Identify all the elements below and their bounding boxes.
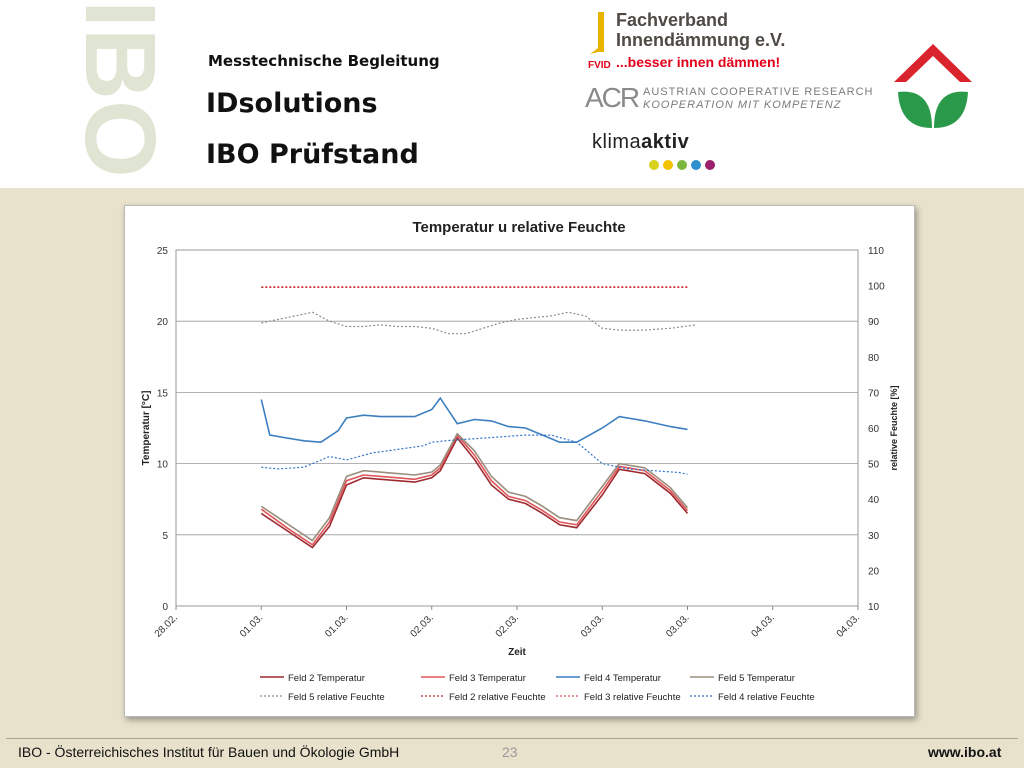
slide-header: IBO Messtechnische Begleitung IDsolution…	[0, 0, 1024, 188]
x-tick-label: 02.03.	[408, 612, 435, 639]
x-axis-label: Zeit	[508, 647, 526, 658]
y-tick-label: 10	[157, 460, 169, 471]
legend-entry-label: Feld 2 relative Feuchte	[449, 692, 546, 703]
legend-entry-label: Feld 4 relative Feuchte	[718, 692, 815, 703]
y2-tick-label: 40	[868, 495, 880, 506]
footer-divider	[6, 738, 1018, 739]
x-tick-label: 02.03.	[494, 612, 521, 639]
chart-panel: Temperatur u relative Feuchte 0 5 10 15 20 25…	[124, 205, 915, 717]
acr-line1: AUSTRIAN COOPERATIVE RESEARCH	[643, 86, 874, 98]
temperature-humidity-chart: Temperatur u relative Feuchte 0 5 10 15 20 25…	[141, 219, 899, 703]
footer-organization: IBO - Österreichisches Institut für Baue…	[18, 744, 400, 760]
y2-tick-label: 90	[868, 317, 880, 328]
acr-line2: KOOPERATION MIT KOMPETENZ	[643, 99, 842, 111]
x-tick-label: 01.03.	[238, 612, 265, 639]
series-line-feld-4-temperatur	[260, 396, 688, 444]
x-tick-label: 03.03.	[664, 612, 691, 639]
footer-url: www.ibo.at	[928, 744, 1002, 760]
legend-entry-label: Feld 3 Temperatur	[449, 673, 526, 684]
y2-tick-label: 30	[868, 531, 880, 542]
acr-logo: ACR AUSTRIAN COOPERATIVE RESEARCH KOOPER…	[585, 82, 873, 114]
x-tick-label: 04.03.	[749, 612, 776, 639]
y-tick-label: 25	[157, 246, 169, 257]
legend-entry-label: Feld 5 Temperatur	[718, 673, 795, 684]
y-tick-label: 0	[162, 602, 168, 613]
x-tick-label: 01.03.	[323, 612, 350, 639]
x-tick-label: 03.03.	[579, 612, 606, 639]
y2-tick-label: 20	[868, 566, 880, 577]
y-tick-label: 20	[157, 317, 169, 328]
klima-dots-icon	[649, 160, 715, 170]
y2-tick-label: 60	[868, 424, 880, 435]
fvid-line1: Fachverband	[616, 10, 729, 30]
series-line-feld-5-temperatur	[260, 432, 689, 542]
y-tick-label: 15	[157, 388, 169, 399]
y2-tick-label: 10	[868, 602, 880, 613]
ibo-watermark: IBO	[64, 0, 160, 188]
x-tick-label: 04.03.	[835, 612, 862, 639]
fvid-mark-text: FVID	[588, 60, 611, 71]
legend-entry-label: Feld 3 relative Feuchte	[584, 692, 681, 703]
fvid-line2: Innendämmung e.V.	[616, 30, 786, 50]
series-line-feld-4-relative-feuchte	[261, 434, 688, 475]
house-leaf-icon	[894, 44, 972, 128]
x-tick-label: 28.02.	[153, 612, 180, 639]
legend-entry-label: Feld 2 Temperatur	[288, 673, 365, 684]
fvid-logo: FVID Fachverband Innendämmung e.V. ...be…	[586, 10, 836, 72]
y-tick-label: 5	[162, 531, 168, 542]
klimaaktiv-logo: klimaaktiv	[592, 131, 732, 177]
slide-title-line2: IBO Prüfstand	[206, 139, 419, 170]
klima-text-part1: klima	[592, 131, 642, 153]
page-number: 23	[502, 744, 518, 760]
klima-text-part2: aktiv	[641, 131, 690, 153]
chart-title: Temperatur u relative Feuchte	[412, 219, 625, 236]
slide-footer: IBO - Österreichisches Institut für Baue…	[0, 738, 1024, 768]
acr-mark: ACR	[585, 82, 640, 113]
y2-axis-label: relative Feuchte [%]	[889, 385, 899, 470]
fvid-mark-icon: FVID	[588, 12, 611, 71]
watermark-text: IBO	[64, 0, 160, 178]
y2-tick-label: 50	[868, 460, 880, 471]
legend-entry-label: Feld 5 relative Feuchte	[288, 692, 385, 703]
fvid-tagline: ...besser innen dämmen!	[616, 54, 781, 70]
series-line-feld-3-temperatur	[260, 433, 689, 546]
slide-title-line1: IDsolutions	[206, 88, 378, 119]
y-axis-label: Temperatur [°C]	[141, 391, 152, 466]
y2-tick-label: 100	[868, 282, 885, 293]
y2-tick-label: 110	[868, 246, 884, 257]
y2-tick-label: 80	[868, 353, 880, 364]
series-line-feld-5-relative-feuchte	[261, 311, 697, 335]
series-line-feld-2-temperatur	[260, 436, 689, 549]
legend-entry-label: Feld 4 Temperatur	[584, 673, 661, 684]
y2-tick-label: 70	[868, 388, 880, 399]
slide-subtitle: Messtechnische Begleitung	[208, 52, 440, 70]
